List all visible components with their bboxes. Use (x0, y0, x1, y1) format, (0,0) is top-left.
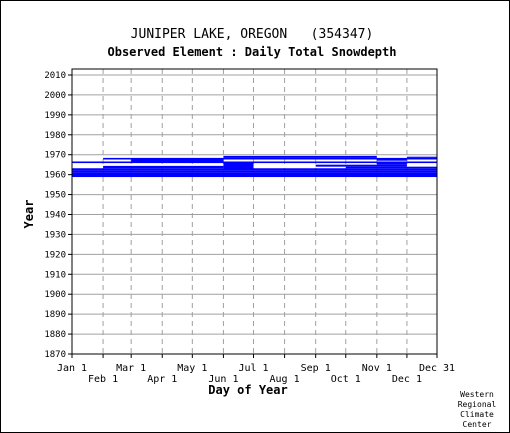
y-tick-label: 1890 (44, 310, 66, 320)
x-tick-label: Mar 1 (116, 363, 146, 374)
snowdepth-observation-block (376, 162, 407, 165)
plot-border (71, 68, 438, 355)
chart-subtitle: Observed Element : Daily Total Snowdepth (108, 45, 397, 59)
y-tick-label: 1960 (44, 171, 66, 181)
y-tick-label: 1940 (44, 211, 66, 221)
x-tick-label: Dec 1 (392, 374, 422, 385)
snowdepth-observation-block (253, 168, 437, 171)
credit-text: Western Regional Climate Center (458, 390, 497, 429)
snowdepth-observation-block (103, 157, 437, 160)
x-tick-label: Sep 1 (301, 363, 331, 374)
x-tick-label: Aug 1 (270, 374, 300, 385)
x-tick-label: Nov 1 (362, 363, 392, 374)
snowdepth-observation-block (223, 162, 254, 171)
y-tick-label: 1870 (44, 350, 66, 360)
y-axis-label: Year (22, 200, 36, 229)
snowdepth-observation-block (406, 156, 437, 158)
x-tick-label: Dec 31 (419, 363, 455, 374)
y-tick-label: 2000 (44, 91, 66, 101)
y-tick-label: 1980 (44, 131, 66, 141)
y-tick-label: 1990 (44, 111, 66, 121)
snowdepth-observation-block (315, 164, 407, 167)
data-layer (72, 155, 437, 178)
y-tick-label: 1950 (44, 191, 66, 201)
credit-line: Regional (458, 400, 497, 409)
snowdepth-observation-block (131, 159, 224, 162)
snowdepth-observation-block (376, 159, 407, 161)
snowdepth-observation-block (72, 168, 224, 171)
x-tick-label: Feb 1 (88, 374, 118, 385)
y-tick-label: 1900 (44, 290, 66, 300)
snowdepth-observation-block (345, 166, 437, 169)
y-tick-label: 1970 (44, 151, 66, 161)
x-tick-label: Jan 1 (57, 363, 87, 374)
x-axis-label: Day of Year (208, 383, 287, 397)
x-tick-label: May 1 (177, 363, 207, 374)
snowdepth-observation-block (72, 170, 437, 173)
x-tick-label: Jun 1 (208, 374, 238, 385)
snowdepth-observation-block (103, 165, 224, 169)
snowdepth-observation-block (223, 155, 377, 158)
grid-lines (72, 69, 437, 355)
credit-line: Center (463, 420, 492, 429)
x-tick-label: Apr 1 (147, 374, 177, 385)
y-axis-ticks: 1870 1880 1890 1900 1910 1920 1930 1940 1950 1960… (44, 71, 72, 360)
x-tick-label: Jul 1 (238, 363, 268, 374)
snowdepth-observation-block (72, 172, 437, 178)
y-tick-label: 1930 (44, 230, 66, 240)
snowdepth-observation-block (72, 161, 437, 164)
y-tick-label: 1910 (44, 270, 66, 280)
chart-title: JUNIPER LAKE, OREGON (354347) (131, 27, 374, 42)
x-tick-label: Oct 1 (331, 374, 361, 385)
credit-line: Western (460, 390, 494, 399)
credit-line: Climate (460, 410, 494, 419)
y-tick-label: 2010 (44, 71, 66, 81)
y-tick-label: 1880 (44, 330, 66, 340)
y-tick-label: 1920 (44, 250, 66, 260)
